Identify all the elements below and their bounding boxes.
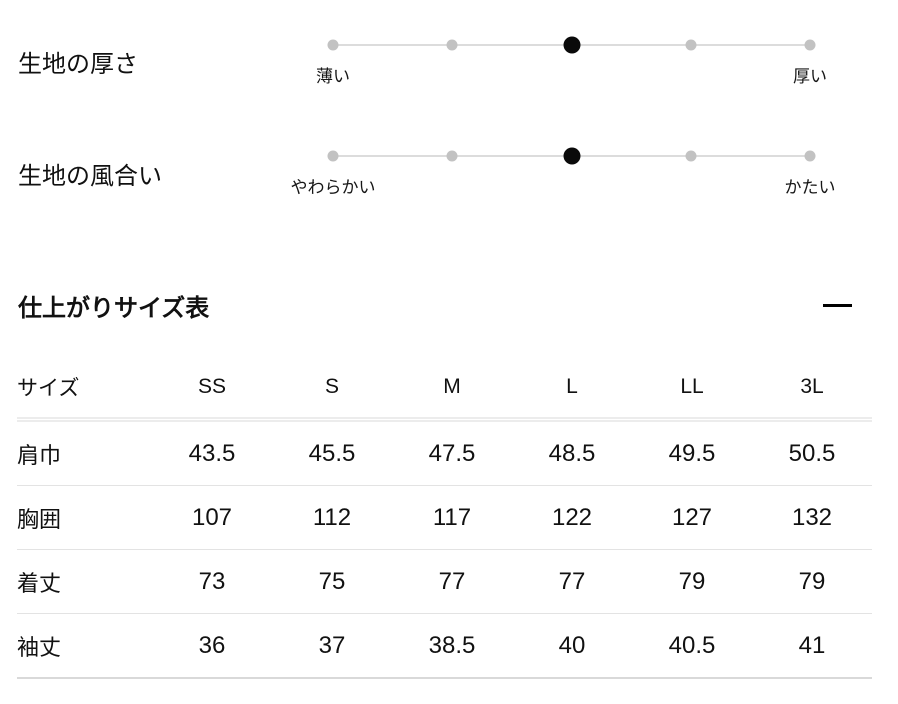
row-label: 着丈	[17, 549, 152, 614]
size-value-cell: 48.5	[512, 419, 632, 486]
size-value-cell: 73	[152, 549, 272, 614]
row-label: 肩巾	[17, 419, 152, 486]
size-value-cell: 47.5	[392, 419, 512, 486]
col-header-m: M	[392, 357, 512, 422]
scale-dot	[685, 150, 697, 162]
size-value-cell: 49.5	[632, 419, 752, 486]
scale-dot-active	[563, 147, 580, 165]
fabric-texture-scale: やわらかい かたい	[291, 147, 836, 197]
col-header-l: L	[512, 357, 632, 422]
scale-dot	[446, 39, 458, 51]
size-value-cell: 77	[512, 549, 632, 614]
size-table-header-row: サイズ SS S M L LL 3L	[17, 357, 872, 422]
col-header-ll: LL	[632, 357, 752, 422]
col-header-ss: SS	[152, 357, 272, 422]
scale-max-label: 厚い	[793, 67, 827, 86]
table-row-length: 着丈 73 75 77 77 79 79	[17, 549, 872, 614]
size-value-cell: 37	[272, 613, 392, 679]
size-value-cell: 117	[392, 485, 512, 550]
scale-dot	[327, 150, 339, 162]
col-header-3l: 3L	[752, 357, 872, 422]
size-table-section-header: 仕上がりサイズ表	[18, 288, 852, 323]
scale-min-label: 薄い	[316, 67, 350, 86]
size-value-cell: 40.5	[632, 613, 752, 679]
size-value-cell: 43.5	[152, 419, 272, 486]
size-table: サイズ SS S M L LL 3L 肩巾 43.5 45.5 47.5 48.…	[17, 357, 872, 679]
scale-dot-active	[563, 36, 580, 54]
size-value-cell: 40	[512, 613, 632, 679]
row-label: 胸囲	[17, 485, 152, 550]
scale-dot	[804, 150, 816, 162]
minus-icon	[823, 304, 852, 307]
size-value-cell: 132	[752, 485, 872, 550]
scale-dot	[327, 39, 339, 51]
row-label: 袖丈	[17, 613, 152, 679]
section-title: 仕上がりサイズ表	[18, 295, 210, 322]
size-value-cell: 107	[152, 485, 272, 550]
table-row-chest: 胸囲 107 112 117 122 127 132	[17, 485, 872, 550]
size-value-cell: 75	[272, 549, 392, 614]
size-value-cell: 41	[752, 613, 872, 679]
scale-dot	[446, 150, 458, 162]
scale-dot	[685, 39, 697, 51]
size-value-cell: 36	[152, 613, 272, 679]
size-value-cell: 127	[632, 485, 752, 550]
col-header-size: サイズ	[17, 357, 152, 422]
scale-min-label: やわらかい	[290, 178, 376, 197]
size-value-cell: 79	[752, 549, 872, 614]
size-value-cell: 45.5	[272, 419, 392, 486]
size-value-cell: 112	[272, 485, 392, 550]
scale-dot	[804, 39, 816, 51]
size-value-cell: 50.5	[752, 419, 872, 486]
size-value-cell: 77	[392, 549, 512, 614]
scale-max-label: かたい	[784, 178, 836, 197]
size-value-cell: 122	[512, 485, 632, 550]
table-row-shoulder: 肩巾 43.5 45.5 47.5 48.5 49.5 50.5	[17, 419, 872, 486]
col-header-s: S	[272, 357, 392, 422]
fabric-thickness-scale: 薄い 厚い	[316, 36, 827, 86]
table-row-sleeve: 袖丈 36 37 38.5 40 40.5 41	[17, 613, 872, 679]
size-value-cell: 79	[632, 549, 752, 614]
collapse-section-button[interactable]	[823, 294, 852, 317]
fabric-texture-title: 生地の風合い	[18, 163, 162, 190]
size-table-container: サイズ SS S M L LL 3L 肩巾 43.5 45.5 47.5 48.…	[17, 357, 872, 679]
fabric-thickness-title: 生地の厚さ	[18, 51, 138, 78]
size-value-cell: 38.5	[392, 613, 512, 679]
